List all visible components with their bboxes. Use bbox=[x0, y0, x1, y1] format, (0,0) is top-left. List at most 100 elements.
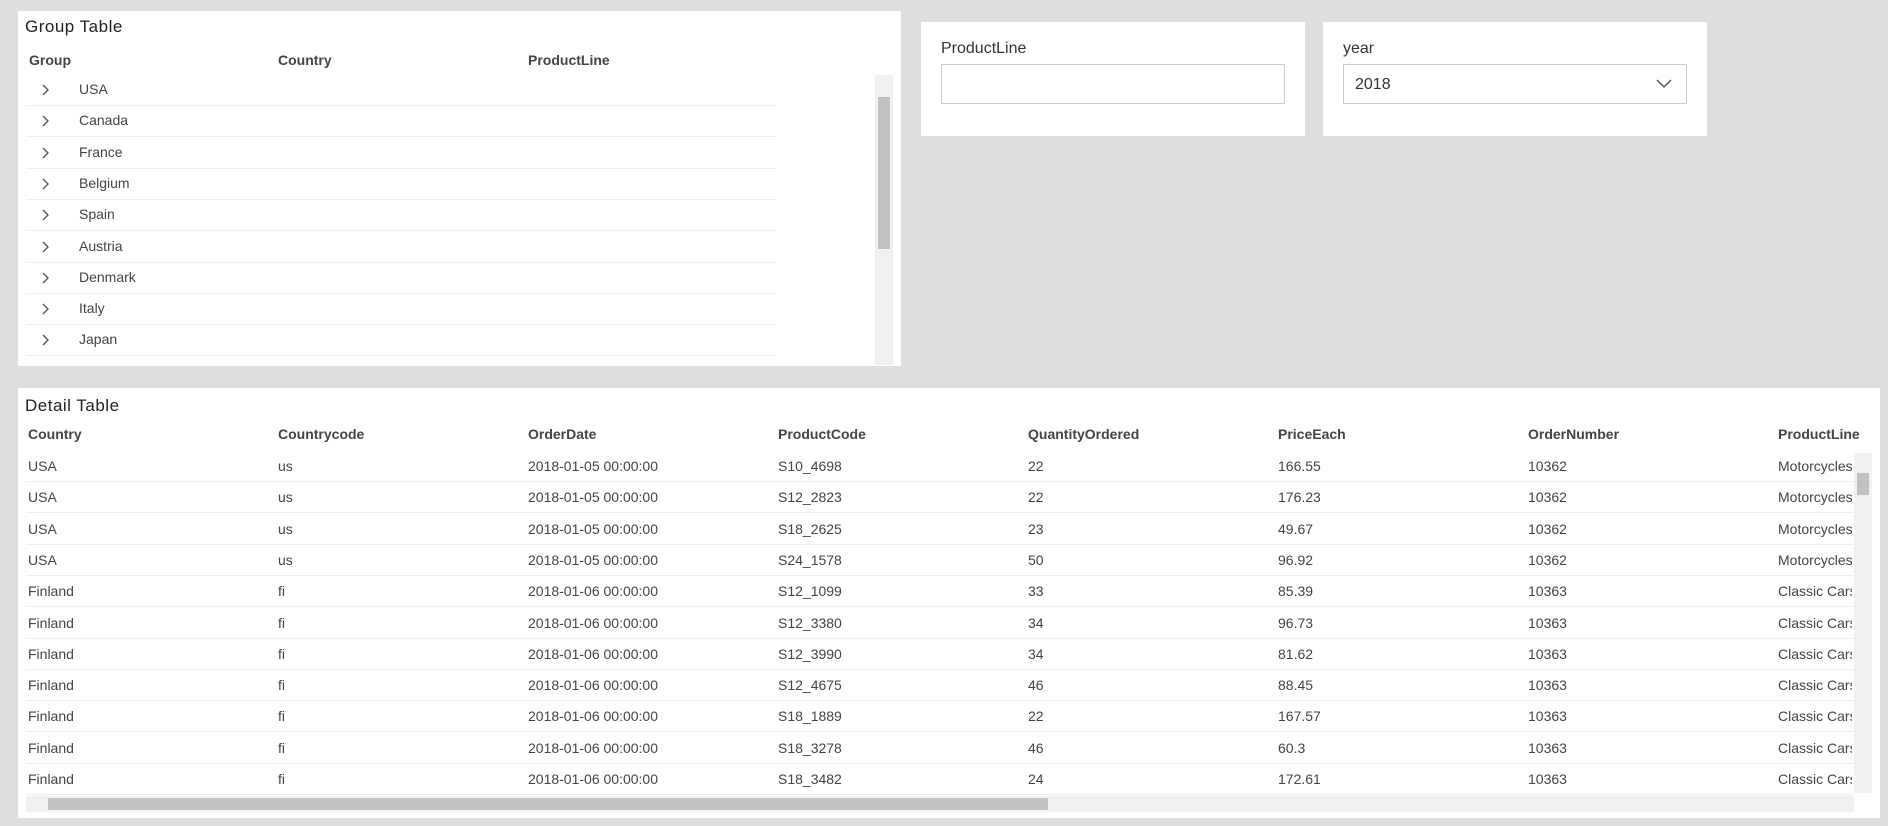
detail-cell: 46 bbox=[1028, 677, 1044, 694]
detail-cell: Classic Cars bbox=[1778, 771, 1852, 787]
column-header: OrderDate bbox=[528, 426, 597, 442]
expand-icon[interactable] bbox=[40, 115, 52, 127]
detail-cell: 49.67 bbox=[1278, 520, 1314, 537]
expand-icon[interactable] bbox=[40, 303, 52, 315]
detail-cell: fi bbox=[278, 739, 285, 756]
expand-icon[interactable] bbox=[40, 84, 52, 96]
column-header: ProductCode bbox=[778, 426, 866, 442]
detail-cell: Classic Cars bbox=[1778, 583, 1852, 600]
detail-row: Finland fi 2018-01-06 00:00:00 S18_3482 24 17… bbox=[26, 763, 1854, 795]
expand-icon[interactable] bbox=[40, 147, 52, 159]
dropdown[interactable]: 2018 bbox=[1343, 64, 1687, 104]
detail-cell: Finland bbox=[28, 614, 74, 631]
column-header: QuantityOrdered bbox=[1028, 426, 1140, 442]
detail-cell: 2018-01-06 00:00:00 bbox=[528, 739, 658, 756]
group-row[interactable]: Spain bbox=[26, 199, 777, 232]
detail-cell: 22 bbox=[1028, 708, 1044, 725]
group-row[interactable]: Japan bbox=[26, 324, 777, 357]
scroll-thumb[interactable] bbox=[1857, 473, 1869, 495]
detail-cell: 167.57 bbox=[1278, 708, 1321, 725]
detail-cell: us bbox=[278, 489, 293, 506]
detail-cell: 2018-01-06 00:00:00 bbox=[528, 771, 658, 787]
filter-label: ProductLine bbox=[941, 40, 1027, 57]
detail-cell: 24 bbox=[1028, 771, 1044, 787]
detail-cell: 10362 bbox=[1528, 458, 1567, 474]
detail-row: Finland fi 2018-01-06 00:00:00 S12_3990 34 81… bbox=[26, 638, 1854, 670]
column-header: OrderNumber bbox=[1528, 426, 1620, 442]
column-header: PriceEach bbox=[1278, 426, 1346, 442]
group-row[interactable]: Denmark bbox=[26, 262, 777, 294]
detail-cell: us bbox=[278, 520, 293, 537]
detail-cell: S18_2625 bbox=[778, 520, 842, 537]
expand-icon[interactable] bbox=[40, 178, 52, 190]
scroll-thumb[interactable] bbox=[48, 798, 1048, 810]
detail-cell: 34 bbox=[1028, 614, 1044, 631]
detail-cell: 46 bbox=[1028, 739, 1044, 756]
detail-cell: Finland bbox=[28, 645, 74, 662]
detail-cell: Classic Cars bbox=[1778, 677, 1852, 694]
detail-cell: fi bbox=[278, 614, 285, 631]
detail-cell: 2018-01-05 00:00:00 bbox=[528, 551, 658, 568]
expand-icon[interactable] bbox=[40, 334, 52, 346]
detail-cell: S12_3990 bbox=[778, 645, 842, 662]
detail-cell: 172.61 bbox=[1278, 771, 1321, 787]
detail-cell: 10363 bbox=[1528, 677, 1567, 694]
group-row[interactable]: Belgium bbox=[26, 168, 777, 200]
detail-cell: S12_1099 bbox=[778, 583, 842, 600]
column-header: ProductLine bbox=[528, 52, 610, 68]
expand-icon[interactable] bbox=[40, 272, 52, 284]
detail-cell: us bbox=[278, 458, 293, 474]
detail-cell: Finland bbox=[28, 771, 74, 787]
detail-cell: fi bbox=[278, 708, 285, 725]
detail-cell: S18_1889 bbox=[778, 708, 842, 725]
scroll-thumb[interactable] bbox=[878, 97, 890, 249]
detail-cell: 10363 bbox=[1528, 708, 1567, 725]
detail-cell: 88.45 bbox=[1278, 677, 1314, 694]
group-table-panel: Group Table Group Country ProductLine USA Ca… bbox=[18, 11, 901, 366]
text-input[interactable] bbox=[941, 64, 1285, 104]
group-row[interactable]: Italy bbox=[26, 293, 777, 326]
detail-cell: 10362 bbox=[1528, 520, 1567, 537]
detail-row: USA us 2018-01-05 00:00:00 S10_4698 22 166.55… bbox=[26, 450, 1854, 482]
detail-cell: 10363 bbox=[1528, 739, 1567, 756]
detail-cell: 81.62 bbox=[1278, 645, 1314, 662]
filter-panel: year 2018 bbox=[1323, 22, 1707, 136]
detail-cell: USA bbox=[28, 458, 57, 474]
group-row[interactable]: France bbox=[26, 137, 777, 169]
detail-cell: 2018-01-05 00:00:00 bbox=[528, 489, 658, 506]
detail-cell: 60.3 bbox=[1278, 739, 1306, 756]
detail-cell: 2018-01-06 00:00:00 bbox=[528, 645, 658, 662]
panel-title: Group Table bbox=[25, 17, 123, 36]
detail-cell: 2018-01-05 00:00:00 bbox=[528, 458, 658, 474]
group-row[interactable]: Austria bbox=[26, 231, 777, 263]
detail-cell: 10363 bbox=[1528, 645, 1567, 662]
detail-table-panel: Detail Table Country Countrycode OrderDate… bbox=[18, 388, 1880, 818]
detail-row: Finland fi 2018-01-06 00:00:00 S12_1099 33 85… bbox=[26, 575, 1854, 608]
detail-cell: Motorcycles bbox=[1778, 551, 1852, 568]
expand-icon[interactable] bbox=[40, 241, 52, 253]
scrollbar[interactable] bbox=[1854, 453, 1872, 793]
detail-row: Finland fi 2018-01-06 00:00:00 S18_1889 22 16… bbox=[26, 700, 1854, 733]
group-cell: Italy bbox=[79, 300, 105, 317]
column-header: ProductLine bbox=[1778, 426, 1860, 442]
filter-value: 2018 bbox=[1355, 76, 1391, 93]
detail-cell: Motorcycles bbox=[1778, 489, 1852, 506]
detail-cell: 22 bbox=[1028, 489, 1044, 506]
group-cell: Japan bbox=[79, 331, 118, 348]
group-cell: Canada bbox=[79, 112, 129, 129]
detail-cell: 2018-01-06 00:00:00 bbox=[528, 677, 658, 694]
dropdown-arrow[interactable] bbox=[1656, 79, 1672, 89]
detail-cell: 22 bbox=[1028, 458, 1044, 474]
detail-cell: us bbox=[278, 551, 293, 568]
group-row[interactable]: Canada bbox=[26, 105, 777, 138]
detail-cell: S12_2823 bbox=[778, 489, 842, 506]
filter-panel: ProductLine bbox=[921, 22, 1305, 136]
column-header: Countrycode bbox=[278, 426, 365, 442]
scrollbar[interactable] bbox=[875, 75, 893, 365]
group-row[interactable]: USA bbox=[26, 74, 777, 106]
detail-cell: S18_3482 bbox=[778, 771, 842, 787]
detail-cell: 10363 bbox=[1528, 614, 1567, 631]
group-cell: Austria bbox=[79, 237, 123, 254]
expand-icon[interactable] bbox=[40, 209, 52, 221]
h-scrollbar[interactable] bbox=[26, 796, 1854, 812]
